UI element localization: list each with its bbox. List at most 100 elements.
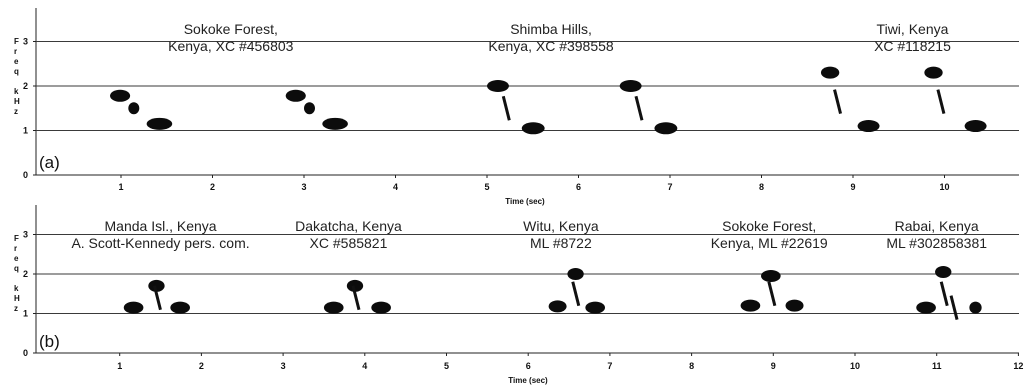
y-axis-title-letter: F (14, 234, 19, 243)
recording-label: Sokoke Forest, (184, 21, 278, 37)
note-mark (110, 89, 131, 102)
x-tick-label: 11 (932, 361, 942, 371)
note-mark (916, 301, 936, 314)
note-slur (351, 285, 361, 311)
note-mark (857, 120, 880, 133)
note-slur (939, 281, 949, 307)
y-tick-label: 1 (23, 126, 28, 136)
recording-label: Dakatcha, Kenya (295, 218, 402, 234)
y-axis-title-letter: F (14, 37, 19, 46)
x-tick-label: 12 (1013, 361, 1023, 371)
note-mark (170, 301, 190, 314)
y-axis-title-letter: e (14, 57, 19, 66)
panel-label: (b) (39, 332, 60, 351)
y-axis-title-letter: r (14, 47, 17, 56)
recording-label: XC #585821 (310, 235, 388, 251)
recording-label: ML #8722 (530, 235, 592, 251)
note-mark (654, 122, 678, 135)
x-tick-label: 3 (281, 361, 286, 371)
recording-label: Rabai, Kenya (895, 218, 979, 234)
y-axis-title-letter: r (14, 244, 17, 253)
y-axis-title-letter: z (14, 107, 18, 116)
y-tick-label: 0 (23, 348, 28, 358)
y-axis-title-letter: H (14, 294, 20, 303)
note-slur (634, 95, 644, 121)
note-slur (833, 89, 842, 114)
note-mark (148, 279, 165, 292)
y-axis-title-letter: k (14, 87, 19, 96)
x-tick-label: 2 (210, 182, 215, 192)
note-mark (146, 117, 173, 130)
note-mark (820, 66, 840, 79)
x-tick-label: 7 (607, 361, 612, 371)
note-mark (761, 269, 781, 282)
recording-label: Sokoke Forest, (722, 218, 816, 234)
note-slur (153, 285, 162, 311)
recording-label: XC #118215 (874, 38, 951, 54)
x-tick-label: 9 (850, 182, 855, 192)
y-axis-title-letter: e (14, 254, 19, 263)
note-mark (567, 268, 584, 280)
y-tick-label: 3 (23, 230, 28, 240)
note-mark (304, 102, 315, 115)
x-tick-label: 7 (667, 182, 672, 192)
note-mark (585, 301, 605, 314)
note-mark (521, 122, 545, 135)
recording-label: Kenya, XC #456803 (168, 38, 294, 54)
x-tick-label: 5 (484, 182, 489, 192)
x-tick-label: 9 (771, 361, 776, 371)
note-mark (935, 266, 952, 279)
note-mark (924, 66, 943, 79)
x-tick-label: 4 (362, 361, 367, 371)
recording-label: Witu, Kenya (523, 218, 599, 234)
note-slur (949, 295, 959, 320)
recording-label: Kenya, XC #398558 (488, 38, 614, 54)
x-tick-label: 10 (850, 361, 860, 371)
y-axis-title-letter: k (14, 284, 19, 293)
recording-label: Kenya, ML #22619 (711, 235, 828, 251)
note-slur (571, 281, 581, 307)
x-axis-title: Time (sec) (508, 376, 548, 385)
y-tick-label: 1 (23, 309, 28, 319)
y-axis-title-letter: q (14, 264, 19, 273)
x-tick-label: 1 (117, 361, 122, 371)
x-tick-label: 5 (444, 361, 449, 371)
x-axis-title: Time (sec) (505, 197, 545, 206)
x-tick-label: 10 (939, 182, 949, 192)
note-mark (322, 117, 348, 130)
y-tick-label: 2 (23, 81, 28, 91)
x-tick-label: 3 (301, 182, 306, 192)
note-mark (548, 300, 567, 313)
recording-label: Shimba Hills, (510, 21, 592, 37)
note-mark (964, 120, 987, 133)
y-tick-label: 3 (23, 37, 28, 47)
y-axis-title-letter: z (14, 304, 18, 313)
y-tick-label: 2 (23, 269, 28, 279)
x-tick-label: 8 (759, 182, 764, 192)
panel-label: (a) (39, 153, 60, 172)
note-mark (785, 299, 804, 312)
note-mark (346, 279, 364, 292)
note-slur (767, 281, 777, 307)
recording-label: A. Scott-Kennedy pers. com. (71, 235, 249, 251)
recording-label: ML #302858381 (886, 235, 987, 251)
y-axis-title-letter: H (14, 97, 20, 106)
note-mark (487, 80, 509, 92)
note-mark (740, 299, 761, 312)
y-axis-title-letter: q (14, 67, 19, 76)
note-slur (501, 95, 511, 121)
note-mark (128, 102, 140, 115)
x-tick-label: 4 (393, 182, 398, 192)
x-tick-label: 2 (199, 361, 204, 371)
recording-label: Manda Isl., Kenya (105, 218, 217, 234)
x-tick-label: 8 (689, 361, 694, 371)
x-tick-label: 1 (118, 182, 123, 192)
x-tick-label: 6 (526, 361, 531, 371)
note-mark (969, 301, 982, 314)
note-mark (619, 80, 642, 92)
y-tick-label: 0 (23, 170, 28, 180)
note-mark (323, 301, 344, 314)
